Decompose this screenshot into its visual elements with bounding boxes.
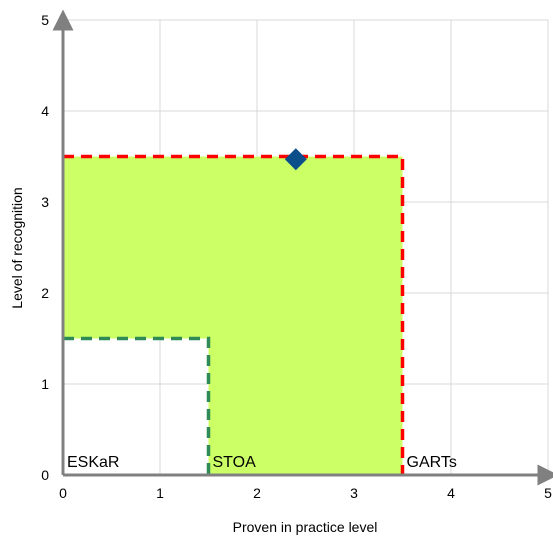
x-tick-label: 5	[544, 485, 552, 501]
tick-labels: 0 1 2 3 4 5 0 1 2 3 4 5	[41, 12, 552, 501]
y-tick-label: 4	[41, 103, 49, 119]
x-axis-label: Proven in practice level	[233, 519, 378, 535]
regions	[63, 154, 405, 475]
x-tick-label: 4	[447, 485, 455, 501]
stoa-region-boundary	[63, 154, 405, 475]
region-label-eskar: ESKaR	[67, 454, 119, 471]
region-label-stoa: STOA	[213, 454, 257, 471]
y-tick-label: 2	[41, 285, 49, 301]
x-tick-label: 2	[253, 485, 261, 501]
y-tick-label: 5	[41, 12, 49, 28]
x-tick-label: 0	[59, 485, 67, 501]
eskar-region-boundary	[63, 336, 211, 475]
region-label-garts: GARTs	[407, 454, 457, 471]
y-tick-label: 1	[41, 376, 49, 392]
stoa-region-fill	[63, 156, 403, 475]
region-labels: ESKaR STOA GARTs	[67, 454, 457, 471]
x-tick-label: 1	[156, 485, 164, 501]
axes	[52, 9, 553, 486]
data-points	[284, 148, 307, 171]
x-tick-label: 3	[350, 485, 358, 501]
y-tick-label: 3	[41, 194, 49, 210]
data-point-diamond	[284, 148, 307, 171]
y-tick-label: 0	[41, 467, 49, 483]
y-axis-label: Level of recognition	[9, 187, 25, 308]
